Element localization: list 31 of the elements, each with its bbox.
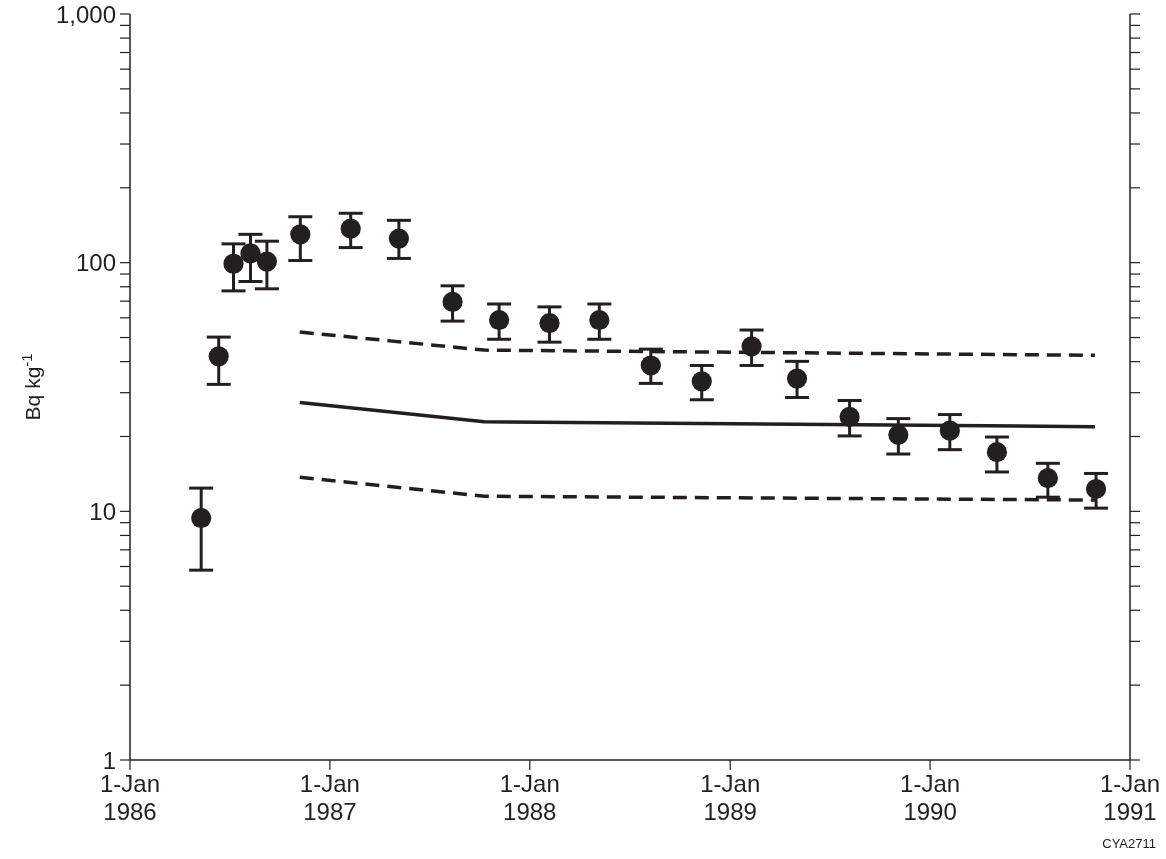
point <box>839 406 860 427</box>
point <box>888 424 909 445</box>
x-tick-label: 1-Jan 1991 <box>1099 770 1161 825</box>
text: CYA2711 <box>1102 836 1156 851</box>
point <box>256 251 277 272</box>
point <box>290 224 311 245</box>
point <box>691 371 712 392</box>
x-tick-label: 1-Jan 1988 <box>499 770 560 825</box>
y-tick-label: 100 <box>75 249 116 277</box>
point <box>340 218 361 239</box>
point <box>1037 468 1058 489</box>
point <box>640 355 661 376</box>
x-tick-label: 1-Jan 1987 <box>299 770 360 825</box>
point <box>388 228 409 249</box>
y-tick-label: 10 <box>89 497 116 525</box>
x-tick-label: 1-Jan 1989 <box>700 770 761 825</box>
x-tick-label: 1-Jan 1990 <box>900 770 961 825</box>
point <box>1085 478 1107 500</box>
point <box>240 243 261 264</box>
point <box>223 253 244 274</box>
point <box>208 346 229 367</box>
point <box>986 442 1008 463</box>
point <box>589 309 610 331</box>
point <box>442 291 463 313</box>
y-tick-label: 1,000 <box>55 0 116 28</box>
point <box>191 507 212 529</box>
point <box>741 336 762 357</box>
point <box>539 313 560 334</box>
point <box>939 420 960 441</box>
point <box>786 368 808 389</box>
point <box>489 309 510 331</box>
